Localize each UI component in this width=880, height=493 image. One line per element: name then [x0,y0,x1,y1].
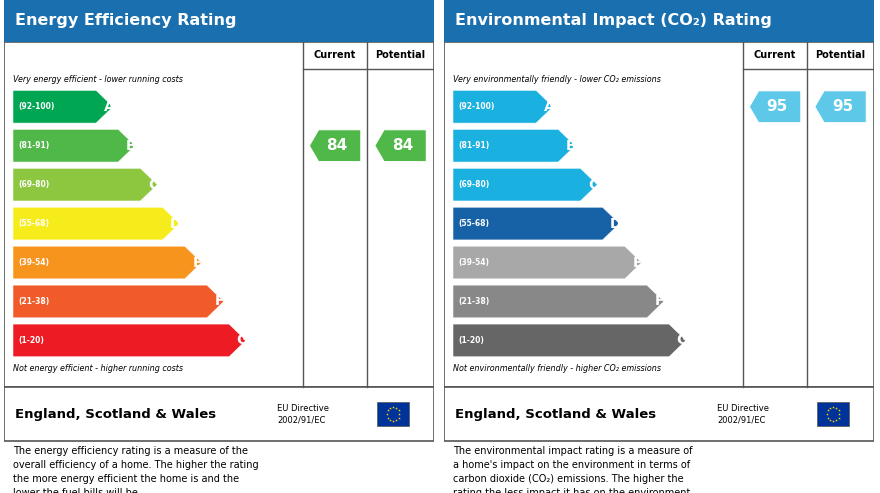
Text: 84: 84 [326,138,348,153]
Text: Environmental Impact (CO₂) Rating: Environmental Impact (CO₂) Rating [455,13,772,29]
FancyBboxPatch shape [377,402,409,426]
Polygon shape [13,285,224,318]
FancyBboxPatch shape [444,387,874,441]
FancyBboxPatch shape [444,42,874,387]
Polygon shape [13,324,246,357]
Text: (1-20): (1-20) [18,336,44,345]
Text: 95: 95 [832,99,854,114]
Polygon shape [453,90,553,123]
Text: EU Directive
2002/91/EC: EU Directive 2002/91/EC [717,404,769,424]
Text: A: A [544,100,554,114]
Text: (39-54): (39-54) [18,258,49,267]
FancyBboxPatch shape [4,0,434,42]
Text: A: A [104,100,114,114]
Text: (55-68): (55-68) [458,219,489,228]
Text: (21-38): (21-38) [458,297,489,306]
FancyBboxPatch shape [4,42,434,387]
Text: Not energy efficient - higher running costs: Not energy efficient - higher running co… [13,364,183,373]
Polygon shape [375,130,426,162]
Text: England, Scotland & Wales: England, Scotland & Wales [15,408,216,421]
Text: B: B [126,139,136,153]
Text: Energy Efficiency Rating: Energy Efficiency Rating [15,13,237,29]
Text: D: D [170,216,181,231]
Text: Not environmentally friendly - higher CO₂ emissions: Not environmentally friendly - higher CO… [453,364,661,373]
Polygon shape [453,129,576,162]
Text: England, Scotland & Wales: England, Scotland & Wales [455,408,656,421]
Text: F: F [655,294,664,309]
Polygon shape [453,207,620,240]
Text: (1-20): (1-20) [458,336,484,345]
Polygon shape [13,246,202,279]
Text: C: C [588,177,598,192]
Polygon shape [453,285,664,318]
Text: Very environmentally friendly - lower CO₂ emissions: Very environmentally friendly - lower CO… [453,75,661,84]
FancyBboxPatch shape [817,402,849,426]
Text: F: F [215,294,224,309]
Text: (69-80): (69-80) [458,180,489,189]
Text: Very energy efficient - lower running costs: Very energy efficient - lower running co… [13,75,183,84]
Text: 95: 95 [766,99,788,114]
Text: (92-100): (92-100) [18,102,55,111]
Polygon shape [453,246,642,279]
Text: Current: Current [314,50,356,61]
Text: D: D [610,216,621,231]
Text: Potential: Potential [376,50,426,61]
Polygon shape [309,130,361,162]
Text: Potential: Potential [816,50,866,61]
Text: Current: Current [754,50,796,61]
Text: EU Directive
2002/91/EC: EU Directive 2002/91/EC [277,404,329,424]
Text: (39-54): (39-54) [458,258,489,267]
FancyBboxPatch shape [444,0,874,42]
Polygon shape [453,168,598,201]
FancyBboxPatch shape [4,387,434,441]
Text: G: G [236,333,247,348]
Polygon shape [13,207,180,240]
Text: G: G [676,333,687,348]
Text: (81-91): (81-91) [18,141,49,150]
Text: E: E [633,255,642,270]
Polygon shape [13,168,158,201]
Polygon shape [13,90,113,123]
Polygon shape [13,129,136,162]
Polygon shape [815,91,866,123]
Text: (55-68): (55-68) [18,219,49,228]
Text: The environmental impact rating is a measure of
a home's impact on the environme: The environmental impact rating is a mea… [453,446,693,493]
Text: E: E [193,255,202,270]
Polygon shape [749,91,801,123]
Text: (81-91): (81-91) [458,141,489,150]
Text: (92-100): (92-100) [458,102,495,111]
Polygon shape [453,324,686,357]
Text: (69-80): (69-80) [18,180,49,189]
Text: 84: 84 [392,138,414,153]
Text: B: B [566,139,576,153]
Text: The energy efficiency rating is a measure of the
overall efficiency of a home. T: The energy efficiency rating is a measur… [13,446,259,493]
Text: (21-38): (21-38) [18,297,49,306]
Text: C: C [148,177,158,192]
